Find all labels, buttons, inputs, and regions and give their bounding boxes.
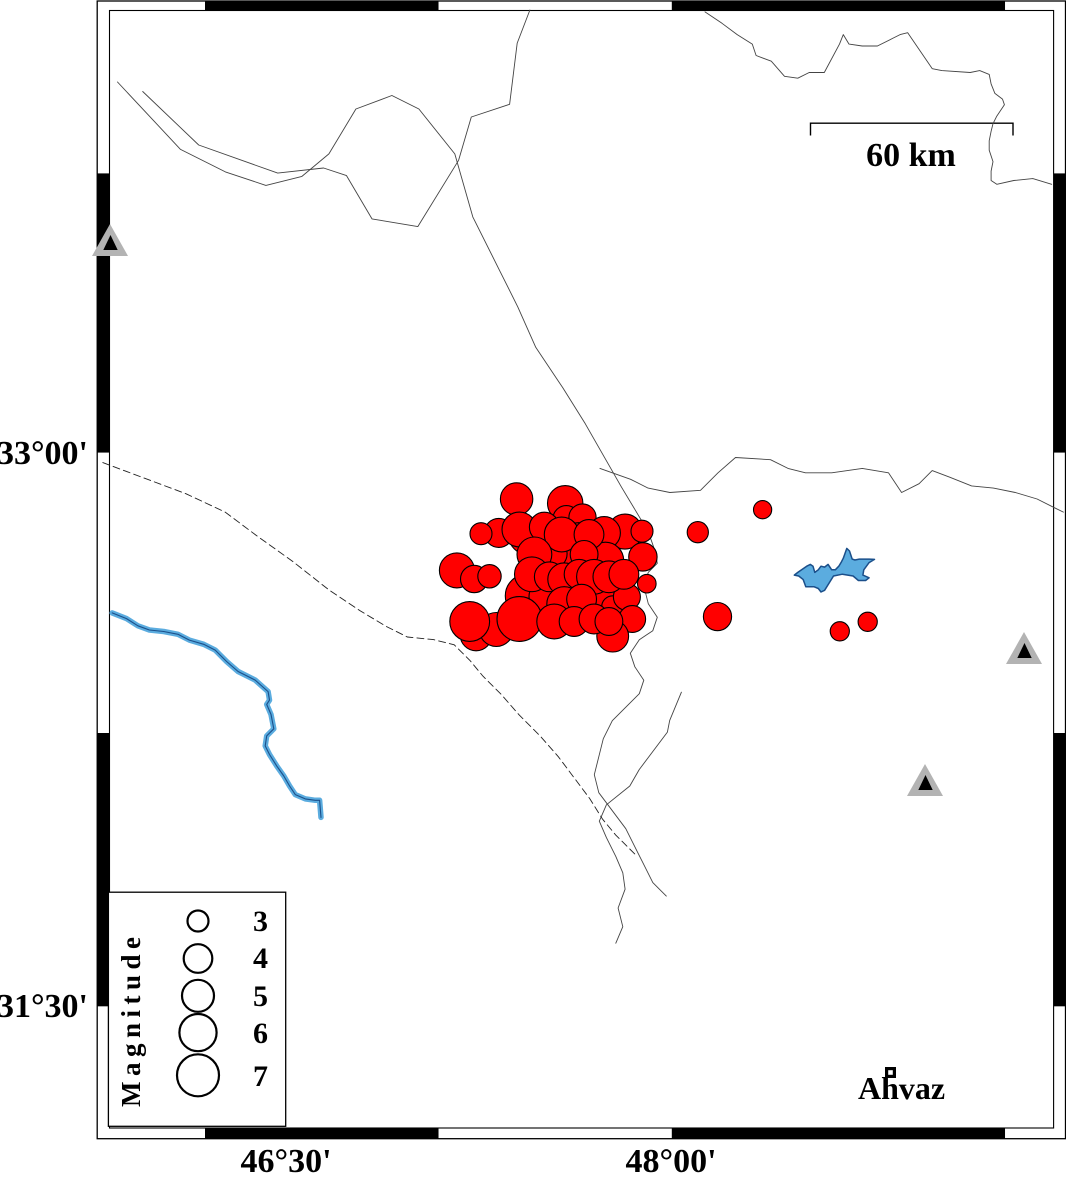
- svg-text:33°00': 33°00': [0, 435, 88, 472]
- svg-text:4: 4: [253, 942, 268, 975]
- svg-text:Ahvaz: Ahvaz: [858, 1070, 945, 1106]
- svg-text:5: 5: [253, 980, 268, 1013]
- svg-text:46°30': 46°30': [240, 1143, 331, 1177]
- svg-text:60 km: 60 km: [866, 137, 956, 174]
- svg-text:7: 7: [253, 1060, 268, 1093]
- svg-text:Magnitude: Magnitude: [116, 931, 146, 1107]
- svg-text:31°30': 31°30': [0, 988, 88, 1025]
- svg-text:3: 3: [253, 905, 268, 938]
- svg-text:48°00': 48°00': [625, 1143, 716, 1177]
- svg-text:6: 6: [253, 1017, 268, 1050]
